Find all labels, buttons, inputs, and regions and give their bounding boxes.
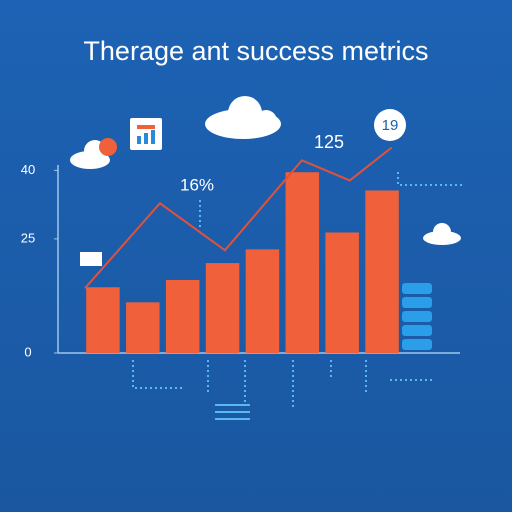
bar (285, 172, 320, 353)
icon (151, 130, 155, 144)
annotation: 19 (382, 117, 399, 134)
annotation: 16% (180, 175, 214, 194)
y-tick-label: 0 (24, 344, 31, 359)
sun (99, 138, 117, 156)
icon (137, 136, 141, 144)
icon (80, 252, 102, 266)
line (84, 146, 393, 289)
bar (205, 263, 240, 353)
bar (325, 232, 359, 353)
annotation: 125 (314, 132, 344, 152)
cloud (205, 96, 281, 139)
bar (165, 279, 200, 353)
bar (365, 190, 399, 353)
storage-icon (402, 283, 432, 350)
menu-icon (215, 404, 250, 420)
chart-title: Therage ant success metrics (83, 36, 428, 66)
dotted-guide (132, 172, 462, 410)
cloud (423, 223, 461, 245)
cloud (70, 140, 110, 169)
badge (374, 109, 406, 141)
y-tick-label: 25 (21, 230, 35, 245)
y-tick-label: 40 (21, 162, 35, 177)
plot: 0 25 40 (21, 146, 399, 359)
bar (86, 287, 120, 353)
icon (137, 125, 155, 129)
bar (245, 249, 280, 353)
bar (126, 302, 160, 353)
icon (144, 133, 148, 144)
